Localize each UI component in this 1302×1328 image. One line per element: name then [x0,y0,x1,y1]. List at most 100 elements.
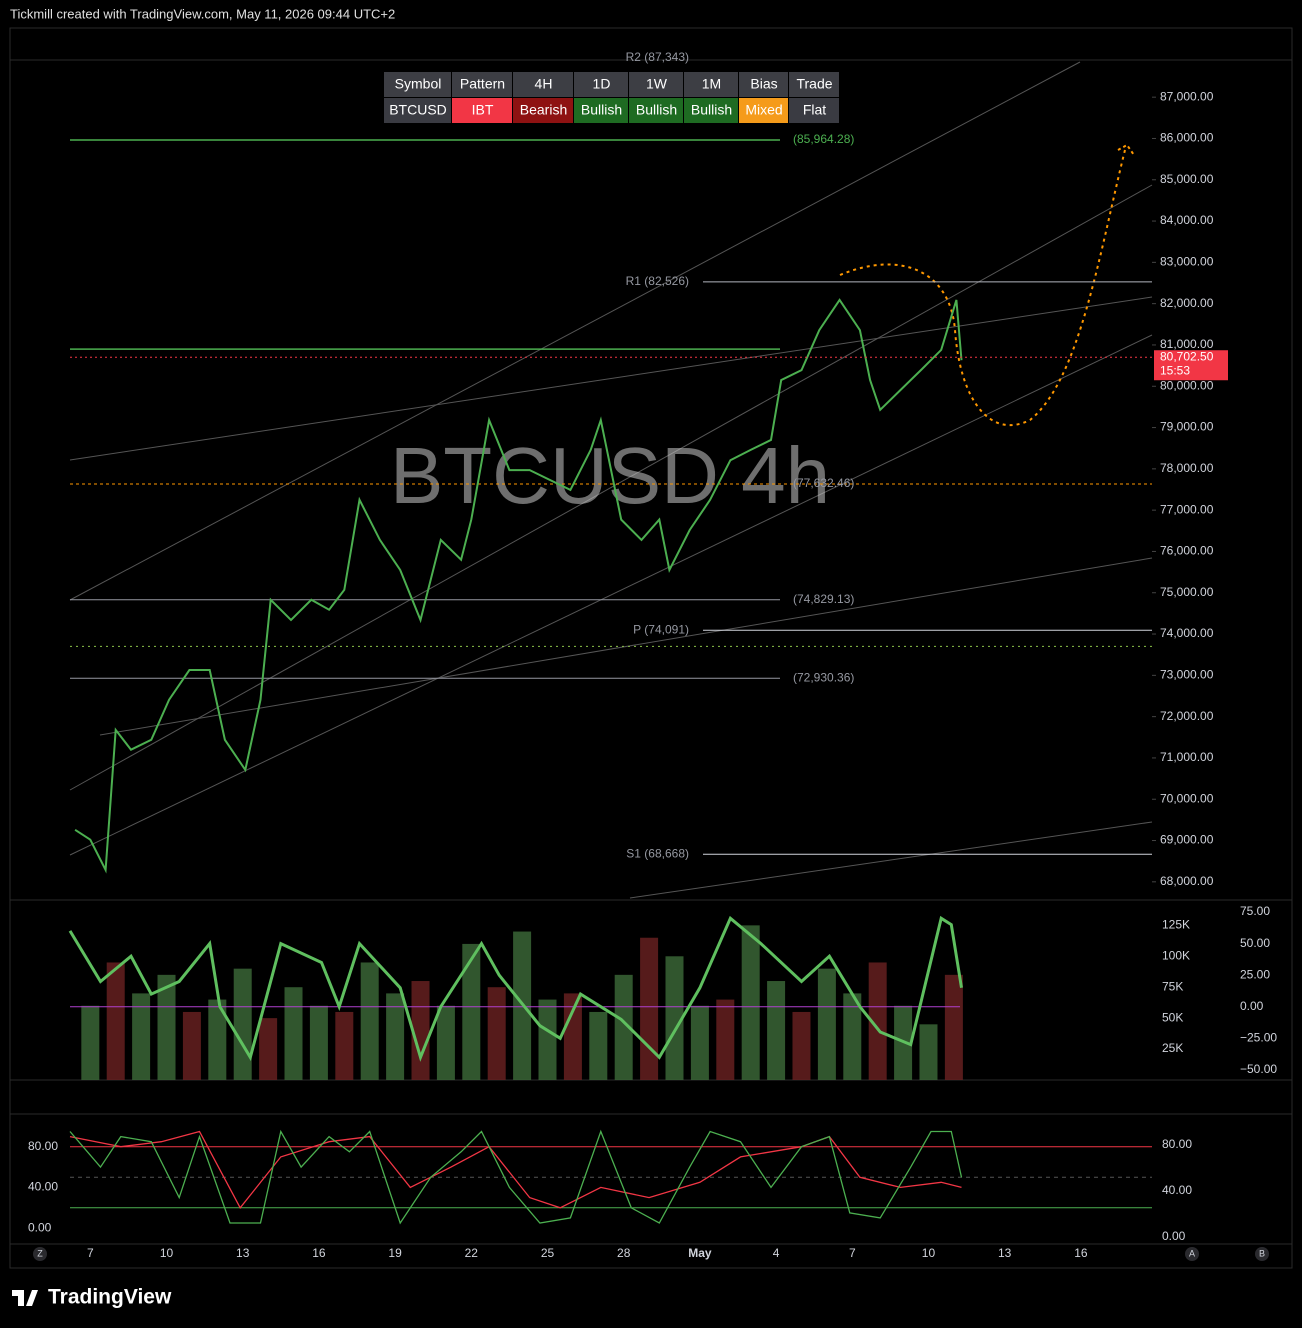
series-line [69,1130,962,1209]
table-cell [629,98,683,123]
header: Tickmill created with TradingView.com, M… [10,6,395,21]
volume-bar [386,993,405,1080]
volume-bar [614,974,633,1080]
level-label: R1 (82,526) [626,274,689,288]
volume-bar [309,1005,328,1080]
volume-bar [817,968,836,1080]
x-tick-label: May [688,1246,712,1260]
series-line [74,298,963,874]
watermark: BTCUSD 4h [390,431,830,520]
table-text: Bearish [520,102,567,118]
y2-tick-label: 0.00 [1162,1229,1186,1243]
y-tick-label: 0.00 [1240,999,1264,1013]
y2-tick-label: 40.00 [1162,1183,1192,1197]
volume-bar [132,993,151,1080]
y-tick-label: −25.00 [1240,1030,1277,1044]
table-cell [789,98,839,123]
y-tick-label: −50.00 [1240,1062,1277,1076]
x-tick-label: 28 [617,1246,631,1260]
volume-bar [640,937,659,1080]
table-text: Bullish [581,102,622,118]
axis-button-label: A [1189,1248,1195,1258]
countdown: 15:53 [1160,363,1190,377]
volume-bar [233,968,252,1080]
volume-bar [208,999,227,1080]
table-cell [452,98,512,123]
table-header-text: 4H [535,76,553,92]
axis-button[interactable] [1185,1247,1199,1261]
x-tick-label: 16 [1074,1246,1088,1260]
table-header-cell [452,72,512,97]
volume-bar [843,993,862,1080]
y-tick-label: 80,000.00 [1160,378,1214,392]
y2-tick-label: 75K [1162,979,1183,993]
volume-bar [411,981,430,1080]
table-cell [513,98,573,123]
volume-bar [944,974,963,1080]
x-tick-label: 10 [922,1246,936,1260]
level-label: (77,632.46) [793,476,854,490]
table-header-text: Pattern [460,76,505,92]
y-tick-label: 69,000.00 [1160,833,1214,847]
x-tick-label: 13 [998,1246,1012,1260]
level-label: (72,930.36) [793,670,854,684]
volume-bar [81,1005,100,1080]
volume-bar [665,956,684,1080]
table-text: Flat [803,102,826,118]
y2-tick-label: 80.00 [1162,1137,1192,1151]
y2-tick-label: 100K [1162,948,1190,962]
x-tick-label: 13 [236,1246,250,1260]
level-label: (85,964.28) [793,132,854,146]
level-label: P (74,091) [633,622,689,636]
axis-button[interactable] [33,1247,47,1261]
x-tick-label: 25 [541,1246,555,1260]
level-label: (74,829.13) [793,592,854,606]
table-header-text: Trade [796,76,832,92]
volume-bar [767,981,786,1080]
x-tick-label: 16 [312,1246,326,1260]
table-text: IBT [472,102,494,118]
table-header-cell [684,72,738,97]
table-header-cell [789,72,839,97]
table-text: Bullish [691,102,732,118]
y-tick-label: 25.00 [1240,967,1270,981]
table-text: Bullish [636,102,677,118]
y-tick-label: 70,000.00 [1160,791,1214,805]
table-header-cell [739,72,788,97]
table-header-text: Bias [750,76,777,92]
table-header-cell [513,72,573,97]
y-tick-label: 75.00 [1240,904,1270,918]
table-header-cell [629,72,683,97]
volume-bar [868,962,887,1080]
table-cell [684,98,738,123]
y-tick-label: 86,000.00 [1160,131,1214,145]
y2-tick-label: 125K [1162,918,1190,932]
y-tick-label: 78,000.00 [1160,461,1214,475]
y-tick-label: 79,000.00 [1160,420,1214,434]
volume-bar [157,974,176,1080]
level-label: R2 (87,343) [626,50,689,64]
table-text: BTCUSD [389,102,447,118]
y-tick-label: 81,000.00 [1160,337,1214,351]
y-tick-label: 71,000.00 [1160,750,1214,764]
volume-bar [690,1005,709,1080]
volume-bar [487,987,506,1080]
y-tick-label: 0.00 [28,1220,52,1234]
axis-button-label: B [1259,1248,1265,1258]
table-cell [574,98,628,123]
table-text: Mixed [745,102,782,118]
volume-bar [589,1011,608,1080]
volume-bar [741,925,760,1080]
series-line [69,1129,963,1225]
y-tick-label: 82,000.00 [1160,296,1214,310]
table-header-text: 1M [702,76,721,92]
tradingview-logo [12,1290,38,1306]
table-cell [739,98,788,123]
y-tick-label: 68,000.00 [1160,874,1214,888]
axis-button[interactable] [1255,1247,1269,1261]
volume-bar [792,1011,811,1080]
volume-bar [335,1011,354,1080]
y-tick-label: 84,000.00 [1160,213,1214,227]
table-header-text: 1D [593,76,611,92]
